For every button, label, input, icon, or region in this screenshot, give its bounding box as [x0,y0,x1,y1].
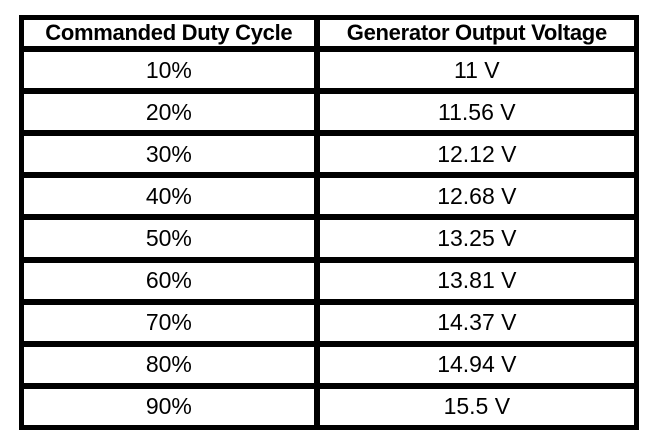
table-row: 20% 11.56 V [21,91,637,134]
voltage-cell: 14.94 V [316,343,637,386]
duty-cycle-cell: 20% [21,91,317,134]
duty-cycle-cell: 10% [21,49,317,92]
voltage-cell: 12.68 V [316,175,637,218]
table-row: 40% 12.68 V [21,175,637,218]
table-row: 90% 15.5 V [21,385,637,428]
column-header-duty-cycle: Commanded Duty Cycle [21,17,317,49]
table-row: 10% 11 V [21,49,637,92]
duty-cycle-cell: 60% [21,259,317,302]
duty-cycle-cell: 40% [21,175,317,218]
voltage-cell: 11.56 V [316,91,637,134]
voltage-cell: 14.37 V [316,301,637,344]
duty-cycle-voltage-table: Commanded Duty Cycle Generator Output Vo… [19,15,639,430]
voltage-cell: 11 V [316,49,637,92]
duty-cycle-cell: 50% [21,217,317,260]
table-row: 60% 13.81 V [21,259,637,302]
voltage-cell: 15.5 V [316,385,637,428]
table-row: 50% 13.25 V [21,217,637,260]
table-row: 70% 14.37 V [21,301,637,344]
voltage-cell: 13.25 V [316,217,637,260]
duty-cycle-cell: 90% [21,385,317,428]
column-header-output-voltage: Generator Output Voltage [316,17,637,49]
header-row: Commanded Duty Cycle Generator Output Vo… [21,17,637,49]
duty-cycle-cell: 80% [21,343,317,386]
voltage-cell: 13.81 V [316,259,637,302]
table-row: 30% 12.12 V [21,133,637,176]
duty-cycle-cell: 30% [21,133,317,176]
table-row: 80% 14.94 V [21,343,637,386]
voltage-cell: 12.12 V [316,133,637,176]
duty-cycle-cell: 70% [21,301,317,344]
